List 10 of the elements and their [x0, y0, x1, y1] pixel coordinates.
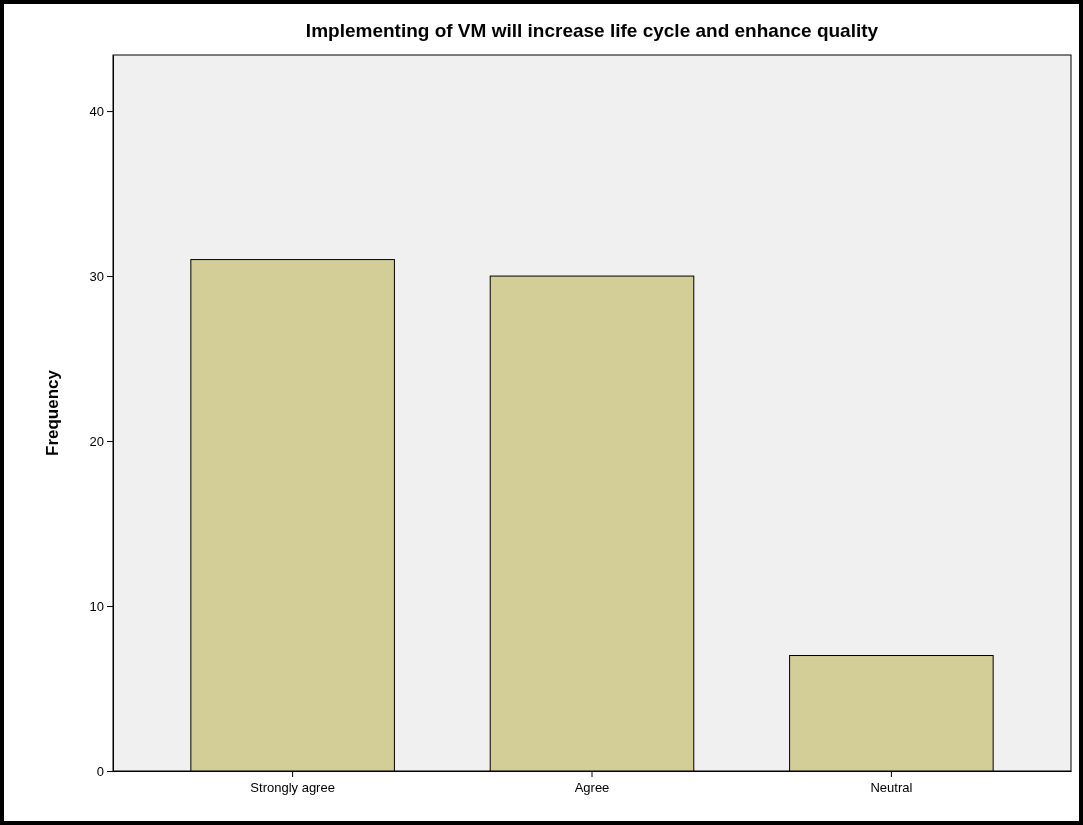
y-axis-title: Frequency	[43, 369, 62, 456]
y-tick-label: 40	[89, 103, 104, 119]
x-tick-label: Strongly agree	[250, 779, 335, 795]
chart-title: Implementing of VM will increase life cycle and enhance quality	[305, 20, 879, 41]
y-tick-label: 0	[96, 763, 104, 779]
y-tick-label: 10	[89, 598, 104, 614]
x-tick-label: Agree	[574, 779, 610, 795]
y-tick-label: 30	[89, 268, 104, 284]
x-tick-label: Neutral	[870, 779, 913, 795]
y-tick-label: 20	[89, 433, 104, 449]
